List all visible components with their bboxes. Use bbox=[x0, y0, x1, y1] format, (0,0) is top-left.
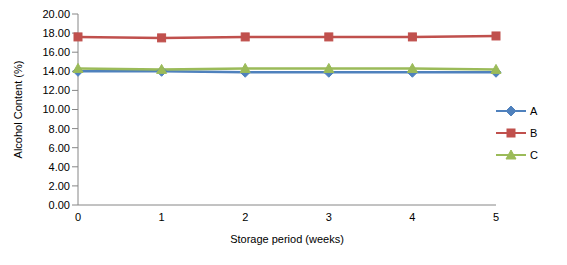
html-text:B: B bbox=[530, 126, 538, 139]
svg-text:2: 2 bbox=[242, 211, 248, 223]
svg-text:2.00: 2.00 bbox=[49, 180, 70, 192]
svg-text:6.00: 6.00 bbox=[49, 142, 70, 154]
svg-text:0.00: 0.00 bbox=[49, 199, 70, 211]
svg-text:8.00: 8.00 bbox=[49, 123, 70, 135]
svg-text:3: 3 bbox=[326, 211, 332, 223]
svg-text:Alcohol Content (%): Alcohol Content (%) bbox=[12, 61, 24, 159]
svg-text:5: 5 bbox=[493, 211, 499, 223]
html-text:C: C bbox=[530, 148, 538, 161]
svg-text:10.00: 10.00 bbox=[42, 103, 70, 115]
html-text:A: A bbox=[530, 104, 538, 117]
svg-text:0: 0 bbox=[75, 211, 81, 223]
svg-text:20.00: 20.00 bbox=[42, 8, 70, 20]
svg-text:12.00: 12.00 bbox=[42, 84, 70, 96]
svg-text:4.00: 4.00 bbox=[49, 161, 70, 173]
svg-text:Storage period (weeks): Storage period (weeks) bbox=[230, 233, 344, 245]
svg-text:1: 1 bbox=[159, 211, 165, 223]
svg-text:4: 4 bbox=[409, 211, 415, 223]
svg-text:14.00: 14.00 bbox=[42, 65, 70, 77]
svg-text:16.00: 16.00 bbox=[42, 46, 70, 58]
svg-text:18.00: 18.00 bbox=[42, 27, 70, 39]
